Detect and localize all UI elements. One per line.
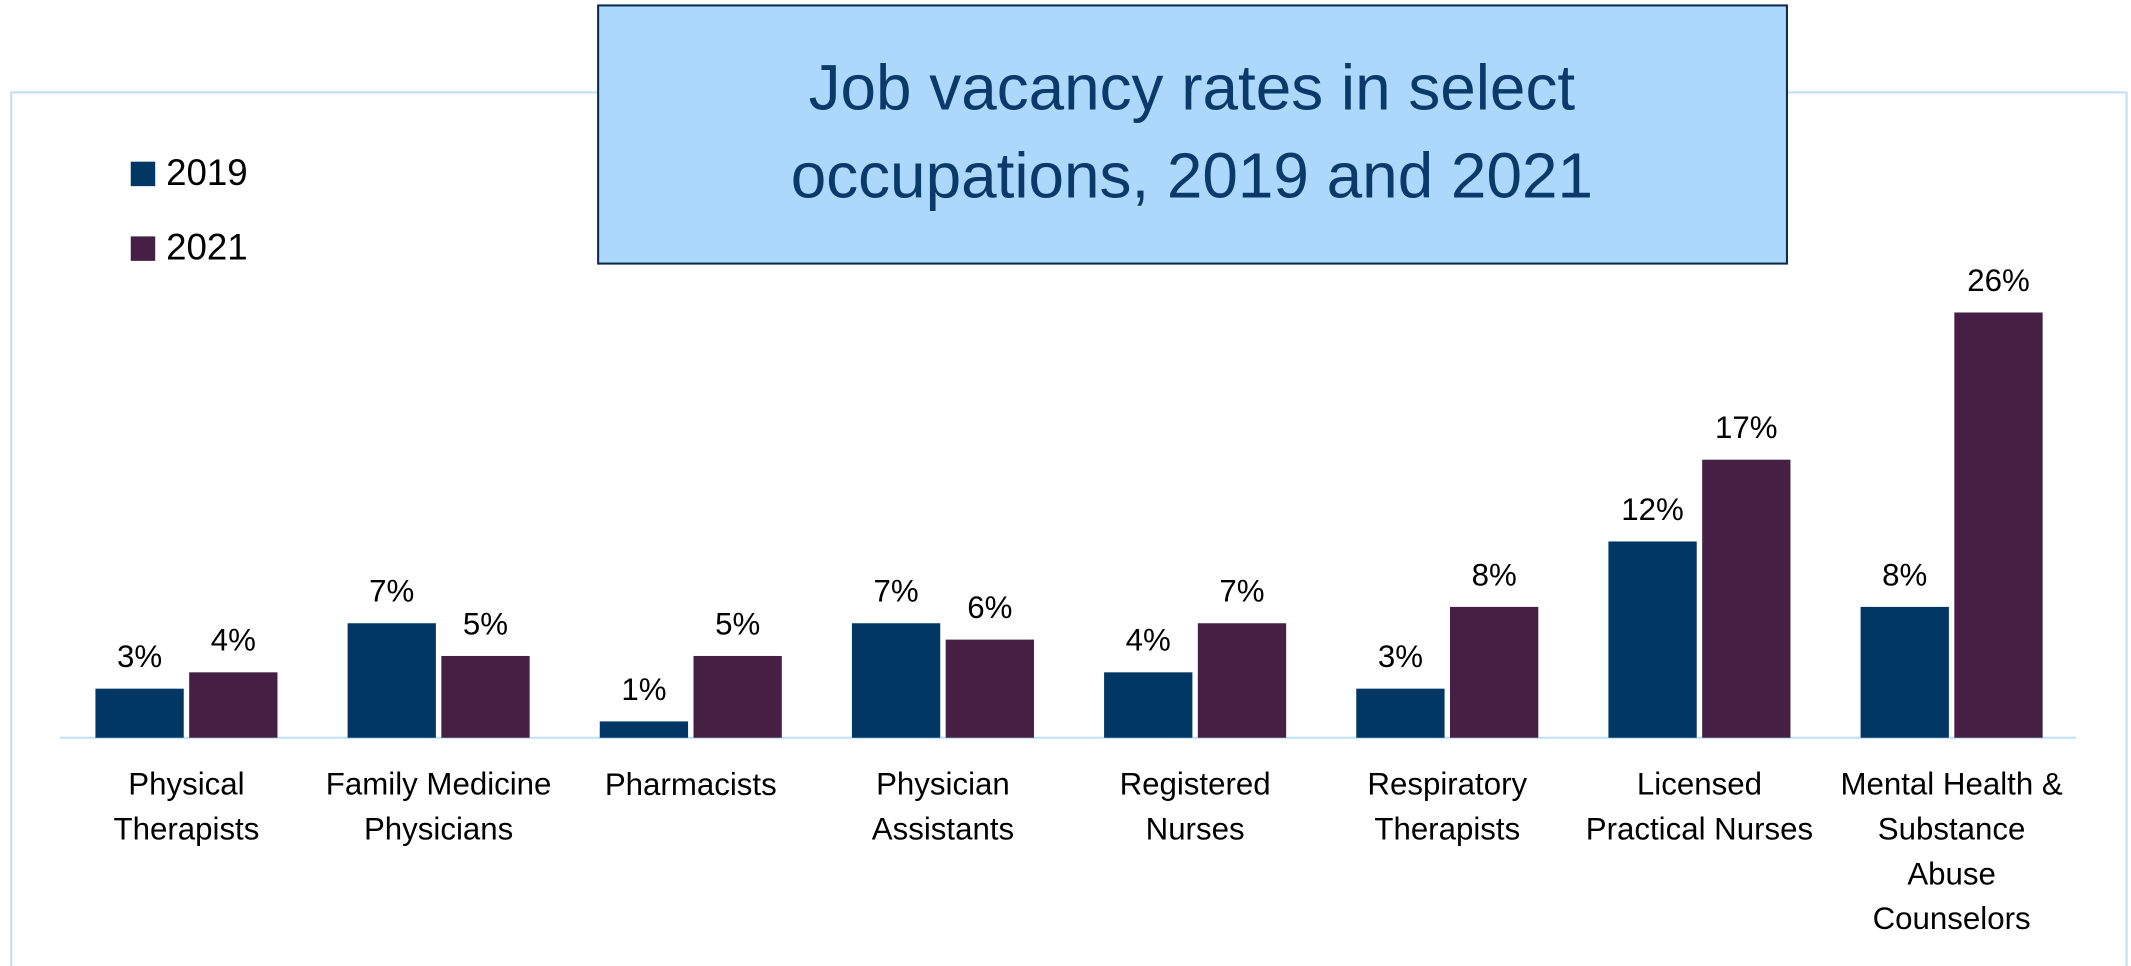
bar (599, 721, 689, 738)
bar (1104, 672, 1193, 738)
legend-label: 2019 (166, 152, 248, 193)
x-tick-label: Licensed Practical Nurses (1586, 767, 1813, 847)
legend-swatch (130, 161, 156, 187)
data-label: 7% (1219, 574, 1264, 609)
x-tick-label: Physical Therapists (114, 767, 260, 847)
data-label: 8% (1882, 557, 1927, 592)
data-label: 8% (1472, 557, 1517, 592)
x-tick-label: Registered Nurses (1120, 767, 1271, 847)
legend-swatch (130, 236, 156, 261)
bar (693, 655, 782, 738)
data-label: 1% (621, 672, 666, 707)
legend-label: 2021 (166, 227, 248, 268)
bar (1608, 541, 1697, 738)
data-label: 7% (873, 574, 918, 609)
data-label: 4% (211, 623, 256, 658)
data-label: 5% (463, 606, 508, 641)
data-label: 6% (967, 590, 1012, 625)
bar (1954, 312, 2043, 738)
bar (95, 688, 184, 738)
data-label: 3% (117, 639, 162, 674)
x-tick-label: Physician Assistants (872, 767, 1014, 847)
data-label: 12% (1621, 492, 1684, 527)
x-tick-label: Pharmacists (605, 767, 777, 802)
bar (1860, 606, 1949, 738)
x-tick-label: Mental Health & Substance Abuse Counselors (1840, 767, 2062, 937)
x-tick-label: Family Medicine Physicians (326, 767, 552, 847)
bar (1702, 459, 1791, 738)
bar (347, 623, 436, 738)
chart-title: Job vacancy rates in select occupations, … (791, 51, 1593, 211)
bar (1449, 606, 1539, 738)
bar (189, 672, 278, 738)
bar (1197, 623, 1287, 738)
x-tick-label: Respiratory Therapists (1367, 767, 1527, 847)
bar (851, 623, 941, 738)
data-label: 4% (1126, 623, 1171, 658)
data-label: 7% (369, 574, 414, 609)
bar (945, 639, 1034, 738)
bar (1356, 688, 1445, 738)
data-label: 3% (1378, 639, 1423, 674)
data-label: 26% (1967, 263, 2030, 298)
title-box (597, 4, 1788, 265)
data-label: 17% (1715, 410, 1778, 445)
data-label: 5% (715, 606, 760, 641)
bar (441, 655, 530, 738)
